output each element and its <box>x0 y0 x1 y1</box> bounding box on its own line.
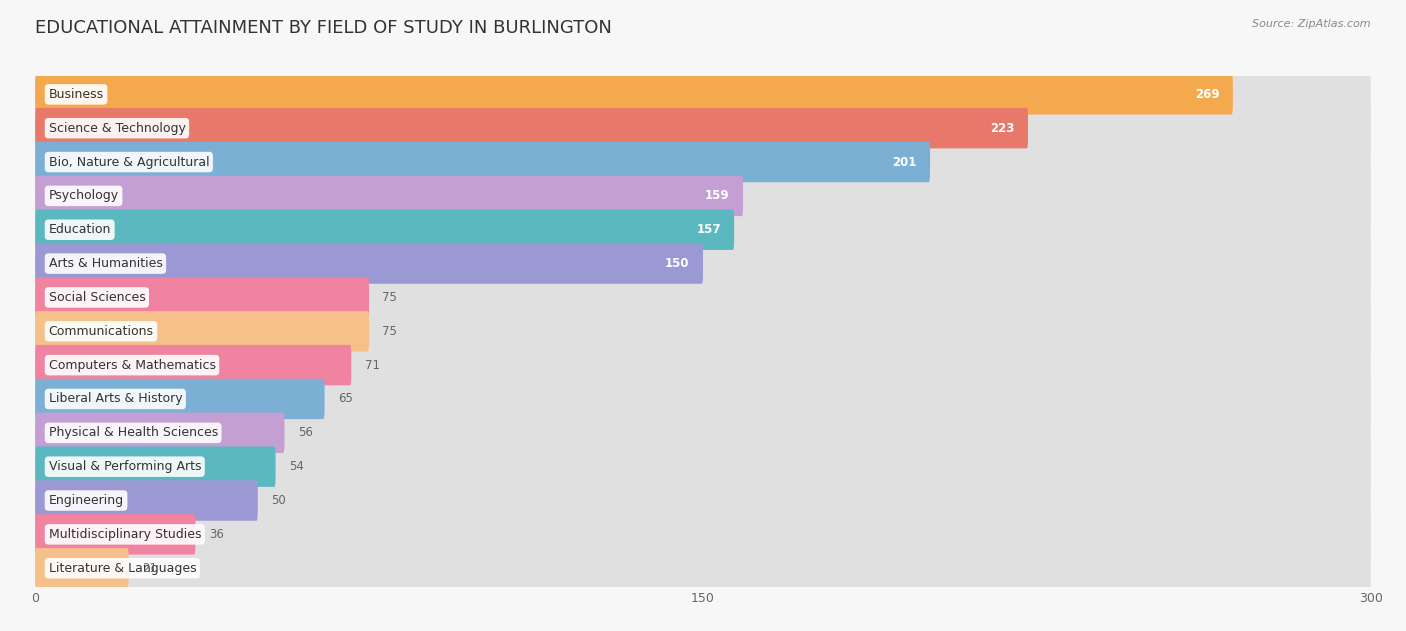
FancyBboxPatch shape <box>35 71 1371 118</box>
Bar <box>35 348 1371 382</box>
Text: Multidisciplinary Studies: Multidisciplinary Studies <box>48 528 201 541</box>
Text: 150: 150 <box>665 257 689 270</box>
Bar <box>35 78 1371 111</box>
Bar <box>35 111 1371 145</box>
Text: Computers & Mathematics: Computers & Mathematics <box>48 358 215 372</box>
Text: Visual & Performing Arts: Visual & Performing Arts <box>48 460 201 473</box>
FancyBboxPatch shape <box>35 307 1371 355</box>
Text: 201: 201 <box>893 155 917 168</box>
Text: 159: 159 <box>704 189 730 203</box>
FancyBboxPatch shape <box>35 341 1371 389</box>
FancyBboxPatch shape <box>35 74 1233 115</box>
Text: Science & Technology: Science & Technology <box>48 122 186 134</box>
Text: 269: 269 <box>1195 88 1219 101</box>
Text: Education: Education <box>48 223 111 236</box>
Text: EDUCATIONAL ATTAINMENT BY FIELD OF STUDY IN BURLINGTON: EDUCATIONAL ATTAINMENT BY FIELD OF STUDY… <box>35 19 612 37</box>
Bar <box>35 281 1371 314</box>
FancyBboxPatch shape <box>35 510 1371 558</box>
FancyBboxPatch shape <box>35 545 1371 592</box>
FancyBboxPatch shape <box>35 548 129 589</box>
FancyBboxPatch shape <box>35 138 1371 186</box>
Bar <box>35 483 1371 517</box>
FancyBboxPatch shape <box>35 104 1371 152</box>
FancyBboxPatch shape <box>35 142 931 182</box>
FancyBboxPatch shape <box>35 274 1371 321</box>
Text: 71: 71 <box>364 358 380 372</box>
FancyBboxPatch shape <box>35 175 742 216</box>
Text: Engineering: Engineering <box>48 494 124 507</box>
FancyBboxPatch shape <box>35 311 368 351</box>
FancyBboxPatch shape <box>35 379 325 419</box>
Text: 223: 223 <box>990 122 1015 134</box>
Text: 65: 65 <box>337 392 353 406</box>
FancyBboxPatch shape <box>35 514 195 555</box>
Text: Literature & Languages: Literature & Languages <box>48 562 195 575</box>
Text: Liberal Arts & History: Liberal Arts & History <box>48 392 183 406</box>
FancyBboxPatch shape <box>35 413 284 453</box>
Text: Source: ZipAtlas.com: Source: ZipAtlas.com <box>1253 19 1371 29</box>
Bar <box>35 551 1371 585</box>
Text: 157: 157 <box>696 223 721 236</box>
Text: 36: 36 <box>208 528 224 541</box>
FancyBboxPatch shape <box>35 480 257 521</box>
Text: 50: 50 <box>271 494 285 507</box>
FancyBboxPatch shape <box>35 108 1028 148</box>
FancyBboxPatch shape <box>35 375 1371 423</box>
Bar <box>35 314 1371 348</box>
FancyBboxPatch shape <box>35 409 1371 457</box>
Bar <box>35 145 1371 179</box>
Text: 75: 75 <box>382 291 398 304</box>
Text: Business: Business <box>48 88 104 101</box>
FancyBboxPatch shape <box>35 244 703 284</box>
Bar <box>35 450 1371 483</box>
FancyBboxPatch shape <box>35 240 1371 287</box>
Text: Communications: Communications <box>48 325 153 338</box>
Text: 75: 75 <box>382 325 398 338</box>
FancyBboxPatch shape <box>35 447 276 487</box>
FancyBboxPatch shape <box>35 443 1371 490</box>
FancyBboxPatch shape <box>35 172 1371 220</box>
FancyBboxPatch shape <box>35 209 734 250</box>
Text: Physical & Health Sciences: Physical & Health Sciences <box>48 427 218 439</box>
Bar <box>35 179 1371 213</box>
Text: Social Sciences: Social Sciences <box>48 291 145 304</box>
Bar <box>35 416 1371 450</box>
Text: Bio, Nature & Agricultural: Bio, Nature & Agricultural <box>48 155 209 168</box>
FancyBboxPatch shape <box>35 345 352 386</box>
Text: 56: 56 <box>298 427 312 439</box>
Text: 21: 21 <box>142 562 157 575</box>
FancyBboxPatch shape <box>35 277 368 317</box>
Text: Arts & Humanities: Arts & Humanities <box>48 257 162 270</box>
Bar <box>35 213 1371 247</box>
Bar <box>35 247 1371 281</box>
Bar <box>35 382 1371 416</box>
Bar <box>35 517 1371 551</box>
FancyBboxPatch shape <box>35 206 1371 254</box>
Text: 54: 54 <box>288 460 304 473</box>
Text: Psychology: Psychology <box>48 189 118 203</box>
FancyBboxPatch shape <box>35 477 1371 524</box>
